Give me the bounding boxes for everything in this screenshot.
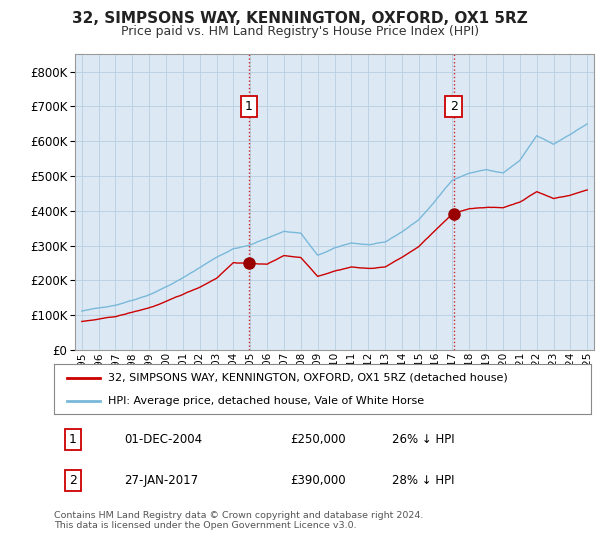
Text: 01-DEC-2004: 01-DEC-2004 bbox=[124, 432, 202, 446]
Text: Price paid vs. HM Land Registry's House Price Index (HPI): Price paid vs. HM Land Registry's House … bbox=[121, 25, 479, 38]
Text: HPI: Average price, detached house, Vale of White Horse: HPI: Average price, detached house, Vale… bbox=[108, 396, 424, 406]
Text: £390,000: £390,000 bbox=[290, 474, 346, 487]
Text: 2: 2 bbox=[69, 474, 77, 487]
Text: 1: 1 bbox=[69, 432, 77, 446]
Text: 32, SIMPSONS WAY, KENNINGTON, OXFORD, OX1 5RZ (detached house): 32, SIMPSONS WAY, KENNINGTON, OXFORD, OX… bbox=[108, 372, 508, 382]
Text: 27-JAN-2017: 27-JAN-2017 bbox=[124, 474, 198, 487]
Text: Contains HM Land Registry data © Crown copyright and database right 2024.
This d: Contains HM Land Registry data © Crown c… bbox=[54, 511, 424, 530]
Text: £250,000: £250,000 bbox=[290, 432, 346, 446]
Text: 26% ↓ HPI: 26% ↓ HPI bbox=[392, 432, 455, 446]
Text: 2: 2 bbox=[450, 100, 458, 113]
Text: 1: 1 bbox=[245, 100, 253, 113]
Text: 28% ↓ HPI: 28% ↓ HPI bbox=[392, 474, 455, 487]
Text: 32, SIMPSONS WAY, KENNINGTON, OXFORD, OX1 5RZ: 32, SIMPSONS WAY, KENNINGTON, OXFORD, OX… bbox=[72, 11, 528, 26]
